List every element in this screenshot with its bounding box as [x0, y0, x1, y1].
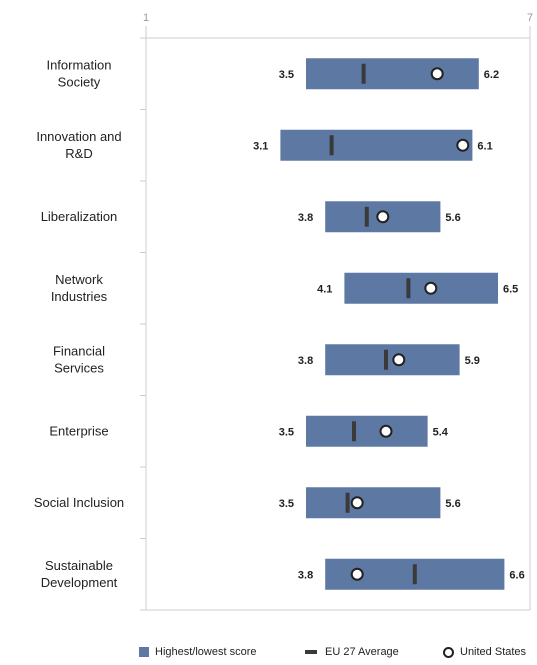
value-labels: 3.5 6.2 3.1 6.1 3.8 5.6 4.1 6.5 3.8 5.9 3.5 5.4 3.5 5…: [253, 69, 525, 582]
high-value-label: 5.4: [433, 426, 449, 438]
low-value-label: 3.5: [279, 426, 294, 438]
category-label: Enterprise: [49, 423, 108, 438]
eu-average-marker: [345, 492, 350, 513]
legend-item-avg: EU 27 Average: [305, 646, 399, 658]
category-label-line: Information: [46, 57, 111, 72]
range-bar: [306, 487, 441, 519]
range-bar: [306, 415, 428, 447]
legend: Highest/lowest score EU 27 Average Unite…: [0, 646, 537, 662]
high-value-label: 5.9: [465, 355, 480, 367]
low-value-label: 4.1: [317, 283, 332, 295]
category-label-line: Financial: [53, 343, 105, 358]
category-label-line: Enterprise: [49, 423, 108, 438]
category-label: Information Society: [46, 57, 111, 89]
plot-frame: [140, 37, 531, 611]
x-tick-label: 1: [143, 12, 149, 24]
category-label-line: R&D: [65, 146, 92, 161]
category-label-line: Innovation and: [36, 129, 121, 144]
category-label-line: Network: [55, 272, 103, 287]
us-marker: [350, 496, 364, 510]
low-value-label: 3.5: [279, 69, 294, 81]
us-marker: [350, 567, 364, 581]
us-marker: [430, 67, 444, 81]
category-label: Innovation and R&D: [36, 129, 121, 161]
category-labels: Information Society Innovation and R&D Liber…: [34, 57, 124, 590]
range-swatch-icon: [139, 647, 149, 657]
category-label-line: Industries: [51, 289, 108, 304]
range-bars: [280, 58, 505, 590]
category-label: Liberalization: [41, 209, 118, 224]
legend-item-us: United States: [443, 646, 526, 658]
eu-average-marker: [384, 349, 388, 370]
average-marker-icon: [305, 650, 317, 654]
us-marker: [456, 138, 470, 152]
legend-item-range: Highest/lowest score: [139, 646, 257, 658]
legend-label-us: United States: [460, 646, 527, 658]
high-value-label: 5.6: [445, 212, 460, 224]
category-label-line: Liberalization: [41, 209, 118, 224]
low-value-label: 3.8: [298, 569, 313, 581]
low-value-label: 3.5: [279, 498, 294, 510]
category-label-line: Social Inclusion: [34, 495, 124, 510]
category-label: Network Industries: [51, 272, 108, 304]
eu-average-markers: [329, 63, 417, 585]
circle-marker-icon: [443, 646, 454, 658]
eu-average-marker: [412, 564, 417, 585]
low-value-label: 3.8: [298, 355, 313, 367]
category-label-line: Development: [41, 575, 118, 590]
eu-average-marker: [329, 135, 334, 156]
low-value-label: 3.8: [298, 212, 313, 224]
high-value-label: 6.2: [484, 69, 499, 81]
low-value-label: 3.1: [253, 140, 268, 152]
category-label: Financial Services: [53, 343, 105, 375]
high-value-label: 6.5: [503, 283, 518, 295]
high-value-label: 5.6: [445, 498, 460, 510]
eu-average-marker: [406, 278, 411, 299]
us-marker: [379, 424, 393, 438]
us-marker: [376, 210, 390, 224]
category-label: Sustainable Development: [41, 558, 118, 590]
category-label-line: Services: [54, 360, 104, 375]
range-bar: [306, 58, 479, 90]
high-value-label: 6.6: [509, 569, 524, 581]
category-label-line: Sustainable: [45, 558, 113, 573]
us-marker: [392, 353, 406, 367]
eu-average-marker: [352, 421, 356, 442]
eu-average-marker: [364, 206, 369, 227]
category-label: Social Inclusion: [34, 495, 124, 510]
category-label-line: Society: [58, 74, 101, 89]
us-markers: [350, 67, 470, 581]
eu-average-marker: [361, 63, 366, 84]
range-bar: [280, 129, 473, 161]
high-value-label: 6.1: [477, 140, 492, 152]
us-marker: [424, 281, 438, 295]
x-tick-label: 7: [527, 12, 533, 24]
range-bar: [344, 272, 498, 304]
legend-label-avg: EU 27 Average: [325, 646, 399, 658]
legend-label-range: Highest/lowest score: [155, 646, 257, 658]
